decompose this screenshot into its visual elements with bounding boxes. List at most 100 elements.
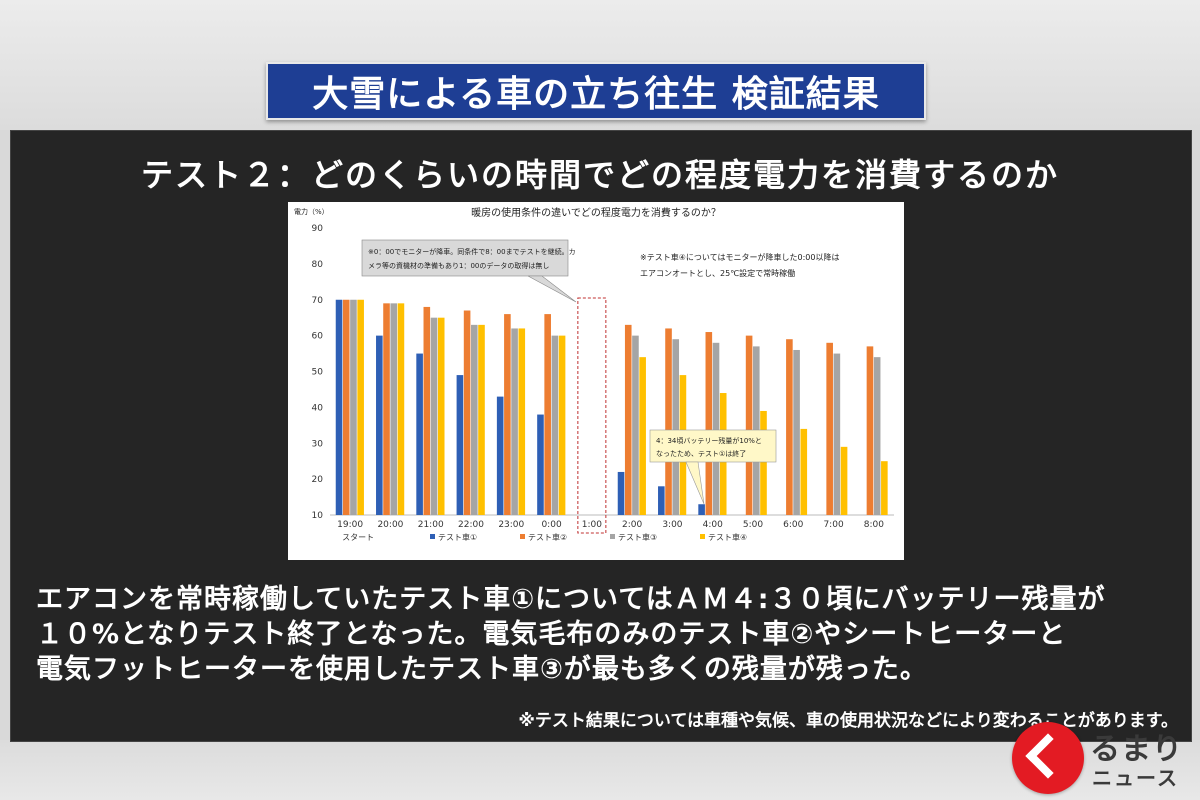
chart-title: 暖房の使用条件の違いでどの程度電力を消費するのか？ <box>471 206 721 219</box>
x-tick-label: 5:00 <box>743 520 763 530</box>
x-tick-label: 4:00 <box>703 520 723 530</box>
bar-2 <box>624 324 632 515</box>
y-tick-label: 50 <box>312 368 324 378</box>
bar-4 <box>478 324 485 515</box>
bar-3 <box>551 335 559 515</box>
x-tick-label: 23:00 <box>498 520 524 530</box>
y-tick-label: 70 <box>312 296 324 306</box>
logo-mark-icon <box>1012 722 1084 794</box>
bar-2 <box>665 328 672 515</box>
note-car4-line: エアコンオートとし、25℃設定で常時稼働 <box>640 268 795 278</box>
bar-4 <box>800 428 808 515</box>
bar-1 <box>537 414 544 515</box>
x-start-label: スタート <box>342 533 374 542</box>
note-car4-line: ※テスト車④についてはモニターが降車した0:00以降は <box>640 252 839 262</box>
x-tick-label: 0:00 <box>541 520 561 530</box>
bar-1 <box>416 353 423 515</box>
bar-3 <box>873 357 881 515</box>
bar-4 <box>760 410 767 515</box>
bar-2 <box>423 306 431 515</box>
bar-3 <box>430 317 438 515</box>
logo-news: ニュース <box>1092 766 1179 790</box>
bar-3 <box>672 339 680 515</box>
body-text: エアコンを常時稼働していたテスト車①についてはＡＭ４:３０頃にバッテリー残量が … <box>36 582 1176 687</box>
bar-3 <box>793 349 800 515</box>
chart-container: 暖房の使用条件の違いでどの程度電力を消費するのか？ 電力（%） 90 80 70 60 50… <box>288 202 904 560</box>
body-line: エアコンを常時稼働していたテスト車①についてはＡＭ４:３０頃にバッテリー残量が <box>36 584 1106 615</box>
note-battery-line: なったため、テスト①は終了 <box>656 449 746 458</box>
missing-data-box <box>577 297 607 534</box>
legend-swatch <box>430 534 435 539</box>
y-axis-label: 電力（%） <box>294 207 329 216</box>
bar-3 <box>712 342 720 515</box>
legend-swatch <box>520 534 525 539</box>
bar-3 <box>471 324 478 515</box>
x-tick-label: 21:00 <box>418 520 444 530</box>
body-line: １０%となりテスト終了となった。電気毛布のみのテスト車②やシートヒーターと <box>36 619 1067 650</box>
bar-1 <box>456 375 464 515</box>
note-monitor-line: ※0：00でモニターが降車。同条件で8：00までテストを継続。カ <box>368 247 576 256</box>
legend-label: テスト車① <box>438 532 477 542</box>
y-tick-label: 90 <box>312 224 324 234</box>
bar-3 <box>350 299 357 515</box>
legend-label: テスト車③ <box>618 532 657 542</box>
y-tick-label: 30 <box>312 439 324 449</box>
legend-swatch <box>700 534 705 539</box>
title-banner: 大雪による車の立ち往生 検証結果 <box>266 62 926 120</box>
bar-2 <box>786 339 793 515</box>
logo-kana: るまり <box>1090 732 1183 767</box>
bar-3 <box>632 335 639 515</box>
x-tick-label: 19:00 <box>337 520 363 530</box>
x-tick-label: 1:00 <box>582 520 602 530</box>
bar-1 <box>376 335 383 515</box>
bar-3 <box>833 353 841 515</box>
subtitle: テスト２：どのくらいの時間でどの程度電力を消費するのか <box>140 156 1059 194</box>
x-tick-label: 8:00 <box>864 520 884 530</box>
bar-3 <box>390 303 398 515</box>
bar-chart: 暖房の使用条件の違いでどの程度電力を消費するのか？ 電力（%） 90 80 70 60 50… <box>294 206 894 542</box>
background-bottom <box>0 740 1200 800</box>
bar-2 <box>826 342 833 515</box>
y-tick-label: 80 <box>312 260 324 270</box>
note-battery-pointer <box>685 461 705 505</box>
bar-4 <box>881 461 888 515</box>
bar-1 <box>658 486 665 515</box>
bar-2 <box>745 335 753 515</box>
bar-2 <box>866 346 874 515</box>
bar-4 <box>639 357 646 515</box>
bar-2 <box>544 314 551 515</box>
x-tick-label: 6:00 <box>783 520 803 530</box>
note-battery-line: 4：34頃バッテリー残量が10%と <box>656 436 762 445</box>
bar-3 <box>511 328 518 515</box>
legend-swatch <box>610 534 615 539</box>
bar-2 <box>383 303 390 515</box>
x-tick-label: 22:00 <box>458 520 484 530</box>
y-tick-label: 60 <box>312 332 324 342</box>
page-title: 大雪による車の立ち往生 検証結果 <box>312 74 880 115</box>
note-battery-box <box>649 429 777 463</box>
bar-1 <box>496 396 504 515</box>
bar-2 <box>705 332 713 515</box>
bar-4 <box>397 303 405 515</box>
bar-1 <box>617 471 625 515</box>
bar-1 <box>698 504 705 515</box>
bar-4 <box>437 317 445 515</box>
note-monitor-arrow <box>527 275 577 303</box>
kuruma-news-logo: るまり ニュース <box>1012 716 1182 796</box>
bar-1 <box>335 299 343 515</box>
x-tick-label: 3:00 <box>662 520 682 530</box>
body-line: 電気フットヒーターを使用したテスト車③が最も多くの残量が残った。 <box>36 654 928 685</box>
bar-4 <box>518 328 526 515</box>
footnote: ※テスト結果については車種や気候、車の使用状況などにより変わることがあります。 <box>518 711 1178 731</box>
x-tick-label: 20:00 <box>377 520 403 530</box>
bar-2 <box>504 314 511 515</box>
y-tick-label: 40 <box>312 403 324 413</box>
bar-4 <box>558 335 566 515</box>
y-tick-label: 20 <box>312 475 324 485</box>
bar-2 <box>463 310 471 515</box>
x-tick-label: 7:00 <box>823 520 843 530</box>
bar-2 <box>342 299 350 515</box>
x-tick-label: 2:00 <box>622 520 642 530</box>
note-monitor-line: メラ等の資機材の準備もあり1：00のデータの取得は無し <box>368 261 549 270</box>
y-tick-label: 10 <box>312 511 324 521</box>
